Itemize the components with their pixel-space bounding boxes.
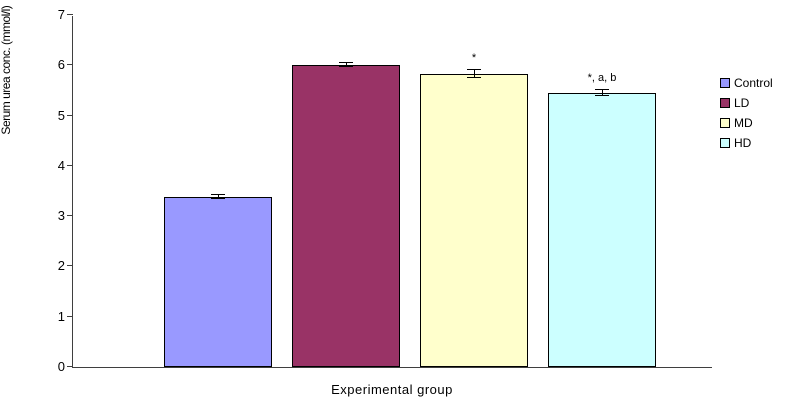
y-tick-mark xyxy=(67,315,73,317)
error-bar-cap xyxy=(339,66,353,68)
legend-label: LD xyxy=(734,96,750,110)
bar-hd xyxy=(548,92,656,367)
legend-item-md: MD xyxy=(720,116,773,130)
y-tick-mark xyxy=(67,14,73,15)
bar-annotation: * xyxy=(471,52,477,65)
legend: Control LD MD HD xyxy=(720,76,773,156)
x-axis-title: Experimental group xyxy=(331,382,453,397)
legend-item-control: Control xyxy=(720,76,773,90)
legend-label: MD xyxy=(734,116,753,130)
legend-label: Control xyxy=(734,76,773,90)
bar-control xyxy=(164,197,272,367)
y-tick-label: 1 xyxy=(57,308,65,324)
legend-swatch-icon xyxy=(720,118,730,128)
y-tick-label: 2 xyxy=(57,258,65,274)
y-tick-mark xyxy=(67,164,73,166)
legend-swatch-icon xyxy=(720,78,730,88)
legend-item-hd: HD xyxy=(720,136,773,150)
bar-annotation: *, a, b xyxy=(587,71,617,84)
y-tick-label: 5 xyxy=(57,107,65,123)
y-tick-label: 6 xyxy=(57,57,65,73)
y-tick-mark xyxy=(67,215,73,217)
error-bar xyxy=(474,70,475,79)
bar-md xyxy=(420,74,528,367)
y-tick-label: 0 xyxy=(57,359,65,374)
error-bar-cap xyxy=(339,62,353,64)
legend-swatch-icon xyxy=(720,98,730,108)
error-bar-cap xyxy=(211,194,225,196)
error-bar xyxy=(218,195,219,200)
legend-item-ld: LD xyxy=(720,96,773,110)
y-tick-mark xyxy=(67,114,73,116)
error-bar-cap xyxy=(595,94,609,96)
y-tick-mark xyxy=(67,366,73,367)
error-bar-cap xyxy=(467,69,481,71)
legend-label: HD xyxy=(734,136,752,150)
y-tick-mark xyxy=(67,265,73,267)
bar-ld xyxy=(292,65,400,367)
y-tick-label: 3 xyxy=(57,208,65,224)
plot-area: 0 1 2 3 4 5 6 7 * *, a, b xyxy=(58,8,712,374)
error-bar-cap xyxy=(595,88,609,90)
y-tick-label: 7 xyxy=(57,7,65,22)
y-tick-label: 4 xyxy=(57,157,65,173)
y-axis-title: Serum urea conc. (mmol/l) xyxy=(0,5,13,135)
y-tick-mark xyxy=(67,64,73,66)
error-bar-cap xyxy=(211,198,225,200)
error-bar xyxy=(346,63,347,68)
error-bar xyxy=(602,89,603,96)
error-bar-cap xyxy=(467,77,481,79)
legend-swatch-icon xyxy=(720,138,730,148)
